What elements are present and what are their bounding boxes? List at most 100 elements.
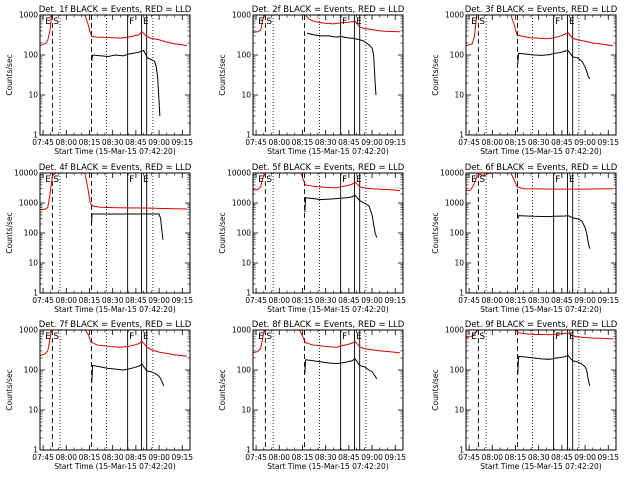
x-tick-label: 08:00 (268, 138, 290, 147)
x-tick-label: 09:15 (597, 138, 619, 147)
event-marker-label: F (555, 175, 560, 185)
y-tick-label: 10 (454, 406, 464, 415)
event-marker-label: F (555, 332, 560, 342)
x-tick-label: 08:00 (481, 296, 503, 305)
x-tick-label: 07:45 (245, 296, 267, 305)
event-marker-label: E (45, 175, 51, 185)
y-axis-label: Counts/sec (431, 369, 440, 410)
x-tick-label: 08:45 (338, 138, 360, 147)
chart-panel-5: 1 10 100 1000 10000 07:45 08:00 08:15 08:30 08:45… (218, 163, 406, 314)
y-tick-label: 100 (450, 229, 465, 238)
x-axis-label: Start Time (15-Mar-15 07:42:20) (54, 147, 176, 156)
event-marker-label: S (266, 175, 272, 185)
events-series-line (91, 49, 161, 116)
event-marker-label: F (342, 175, 347, 185)
event-marker-label: S (479, 332, 485, 342)
chart-title: Det. 6f BLACK = Events, RED = LLD (465, 163, 618, 173)
series-group (466, 173, 613, 249)
x-tick-label: 08:15 (79, 296, 101, 305)
x-tick-label: 08:30 (528, 296, 550, 305)
event-marker-label: F (555, 17, 560, 27)
x-tick-label: 08:00 (55, 296, 77, 305)
y-tick-label: 100 (237, 366, 252, 375)
x-tick-label: 09:15 (171, 296, 193, 305)
event-marker-label: S (53, 175, 59, 185)
lld-series-line (40, 15, 188, 47)
x-tick-label: 09:00 (148, 296, 170, 305)
y-tick-label: 10 (454, 259, 464, 268)
x-tick-label: 08:15 (292, 296, 314, 305)
event-marker-label: S (266, 332, 272, 342)
x-tick-label: 08:45 (338, 453, 360, 462)
lld-series-line (253, 330, 400, 354)
plot-frame (252, 14, 404, 136)
x-tick-label: 08:30 (102, 138, 124, 147)
x-tick-label: 09:15 (171, 453, 193, 462)
event-marker-label: E (471, 332, 477, 342)
x-tick-label: 08:30 (315, 138, 337, 147)
events-series-line (517, 215, 591, 249)
event-marker-label: E (143, 17, 149, 27)
y-tick-label: 1 (459, 131, 464, 140)
x-tick-label: 07:45 (245, 453, 267, 462)
x-axis-label: Start Time (15-Mar-15 07:42:20) (480, 305, 602, 314)
y-axis-label: Counts/sec (218, 54, 227, 95)
event-marker-label: E (356, 332, 362, 342)
plot-frame (465, 14, 617, 136)
x-tick-label: 09:00 (148, 138, 170, 147)
chart-panel-1: 1 10 100 1000 07:45 08:00 08:15 08:30 08:45 09:00… (5, 5, 193, 156)
x-tick-label: 07:45 (245, 138, 267, 147)
y-tick-label: 10 (241, 406, 251, 415)
chart-title: Det. 7f BLACK = Events, RED = LLD (39, 320, 192, 330)
plot-frame (39, 329, 191, 451)
event-marker-label: F (129, 332, 134, 342)
y-tick-label: 10 (241, 259, 251, 268)
chart-panel-7: 1 10 100 1000 07:45 08:00 08:15 08:30 08:45 09:00… (5, 320, 193, 471)
x-tick-label: 08:00 (268, 453, 290, 462)
y-axis-label: Counts/sec (5, 54, 14, 95)
x-tick-label: 09:00 (361, 453, 383, 462)
x-tick-label: 08:15 (292, 138, 314, 147)
event-marker-label: E (569, 332, 575, 342)
y-tick-label: 1 (33, 446, 38, 455)
event-marker-label: F (342, 17, 347, 27)
events-series-line (304, 194, 378, 238)
x-tick-label: 08:30 (528, 453, 550, 462)
x-tick-label: 09:15 (384, 138, 406, 147)
event-marker-label: S (53, 17, 59, 27)
x-axis-label: Start Time (15-Mar-15 07:42:20) (267, 305, 389, 314)
chart-title: Det. 8f BLACK = Events, RED = LLD (252, 320, 405, 330)
x-tick-label: 08:15 (79, 138, 101, 147)
y-tick-label: 1 (33, 131, 38, 140)
y-tick-label: 10 (241, 91, 251, 100)
x-tick-label: 08:15 (79, 453, 101, 462)
lld-series-line (40, 330, 187, 357)
y-tick-label: 10 (28, 406, 38, 415)
y-tick-label: 1000 (19, 326, 38, 335)
plot-frame (465, 329, 617, 451)
x-axis-label: Start Time (15-Mar-15 07:42:20) (54, 305, 176, 314)
x-tick-label: 07:45 (32, 296, 54, 305)
y-tick-label: 100 (237, 229, 252, 238)
x-tick-label: 08:45 (551, 138, 573, 147)
x-tick-label: 09:15 (384, 453, 406, 462)
event-marker-label: E (471, 175, 477, 185)
chart-title: Det. 1f BLACK = Events, RED = LLD (39, 5, 192, 15)
x-tick-label: 09:00 (574, 296, 596, 305)
chart-panel-4: 1 10 100 1000 10000 07:45 08:00 08:15 08:30 08:45… (5, 163, 193, 314)
x-tick-label: 09:00 (361, 296, 383, 305)
x-tick-label: 09:00 (574, 138, 596, 147)
y-tick-label: 10 (28, 91, 38, 100)
x-tick-label: 08:00 (55, 453, 77, 462)
x-tick-label: 08:45 (125, 453, 147, 462)
lld-series-line (40, 173, 187, 211)
y-axis-label: Counts/sec (5, 369, 14, 410)
x-tick-label: 08:00 (481, 138, 503, 147)
x-tick-label: 08:30 (102, 453, 124, 462)
y-tick-label: 1000 (445, 199, 464, 208)
x-tick-label: 08:15 (505, 138, 527, 147)
x-tick-label: 07:45 (32, 453, 54, 462)
x-tick-label: 08:15 (505, 453, 527, 462)
x-tick-label: 08:00 (268, 296, 290, 305)
